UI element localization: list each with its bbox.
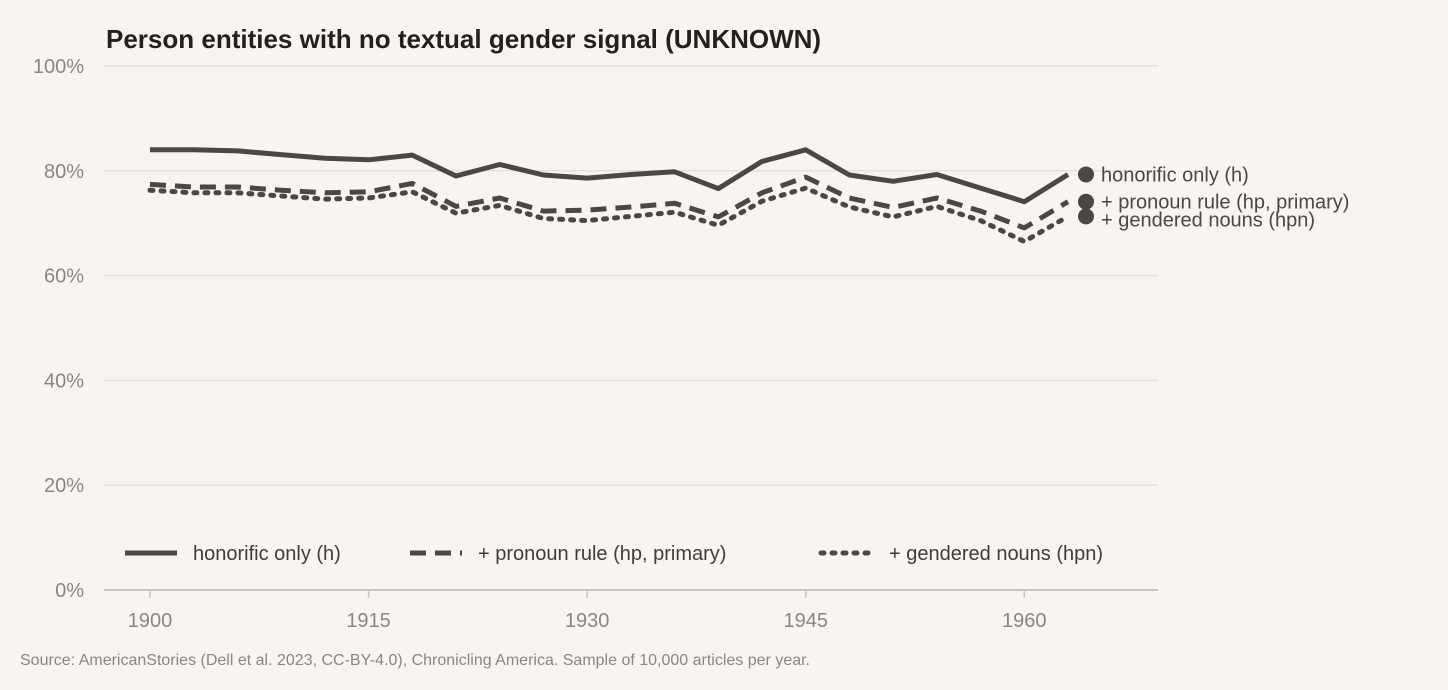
series-end-dot (1078, 193, 1094, 210)
chart-title: Person entities with no textual gender s… (106, 24, 821, 54)
y-tick-label: 20% (44, 475, 84, 497)
y-tick-label: 100% (33, 56, 84, 78)
x-tick-label: 1930 (565, 610, 610, 632)
y-tick-label: 80% (44, 161, 84, 183)
legend-label: + pronoun rule (hp, primary) (478, 543, 726, 565)
series-line-3 (147, 185, 1071, 244)
series-line-1 (150, 147, 1070, 205)
axes: 1900 1915 1930 1945 1960 (104, 589, 1158, 632)
legend-background (104, 528, 1158, 578)
series-end-dot (1078, 166, 1094, 183)
x-tick-label: 1915 (346, 610, 391, 632)
grid-lines: 0% 20% 40% 60% 80% 100% (33, 56, 1158, 602)
series-end-label: + pronoun rule (hp, primary) (1101, 192, 1349, 214)
x-tick-label: 1945 (783, 610, 828, 632)
y-tick-label: 40% (44, 370, 84, 392)
legend-label: + gendered nouns (hpn) (889, 543, 1103, 565)
x-tick-label: 1960 (1002, 610, 1047, 632)
legend-label: honorific only (h) (193, 543, 341, 565)
y-tick-label: 60% (44, 266, 84, 288)
series-end-label: honorific only (h) (1101, 164, 1249, 186)
series-lines (147, 147, 1071, 244)
legend: honorific only (h) + pronoun rule (hp, pr… (125, 543, 1103, 565)
series-end-dot (1078, 208, 1094, 225)
source-note: Source: AmericanStories (Dell et al. 202… (20, 652, 810, 669)
end-labels: honorific only (h) + pronoun rule (hp, pr… (1078, 164, 1349, 231)
y-tick-label: 0% (55, 580, 84, 602)
x-tick-label: 1900 (128, 610, 173, 632)
series-end-label: + gendered nouns (hpn) (1101, 209, 1315, 231)
series-line-2 (149, 174, 1070, 231)
